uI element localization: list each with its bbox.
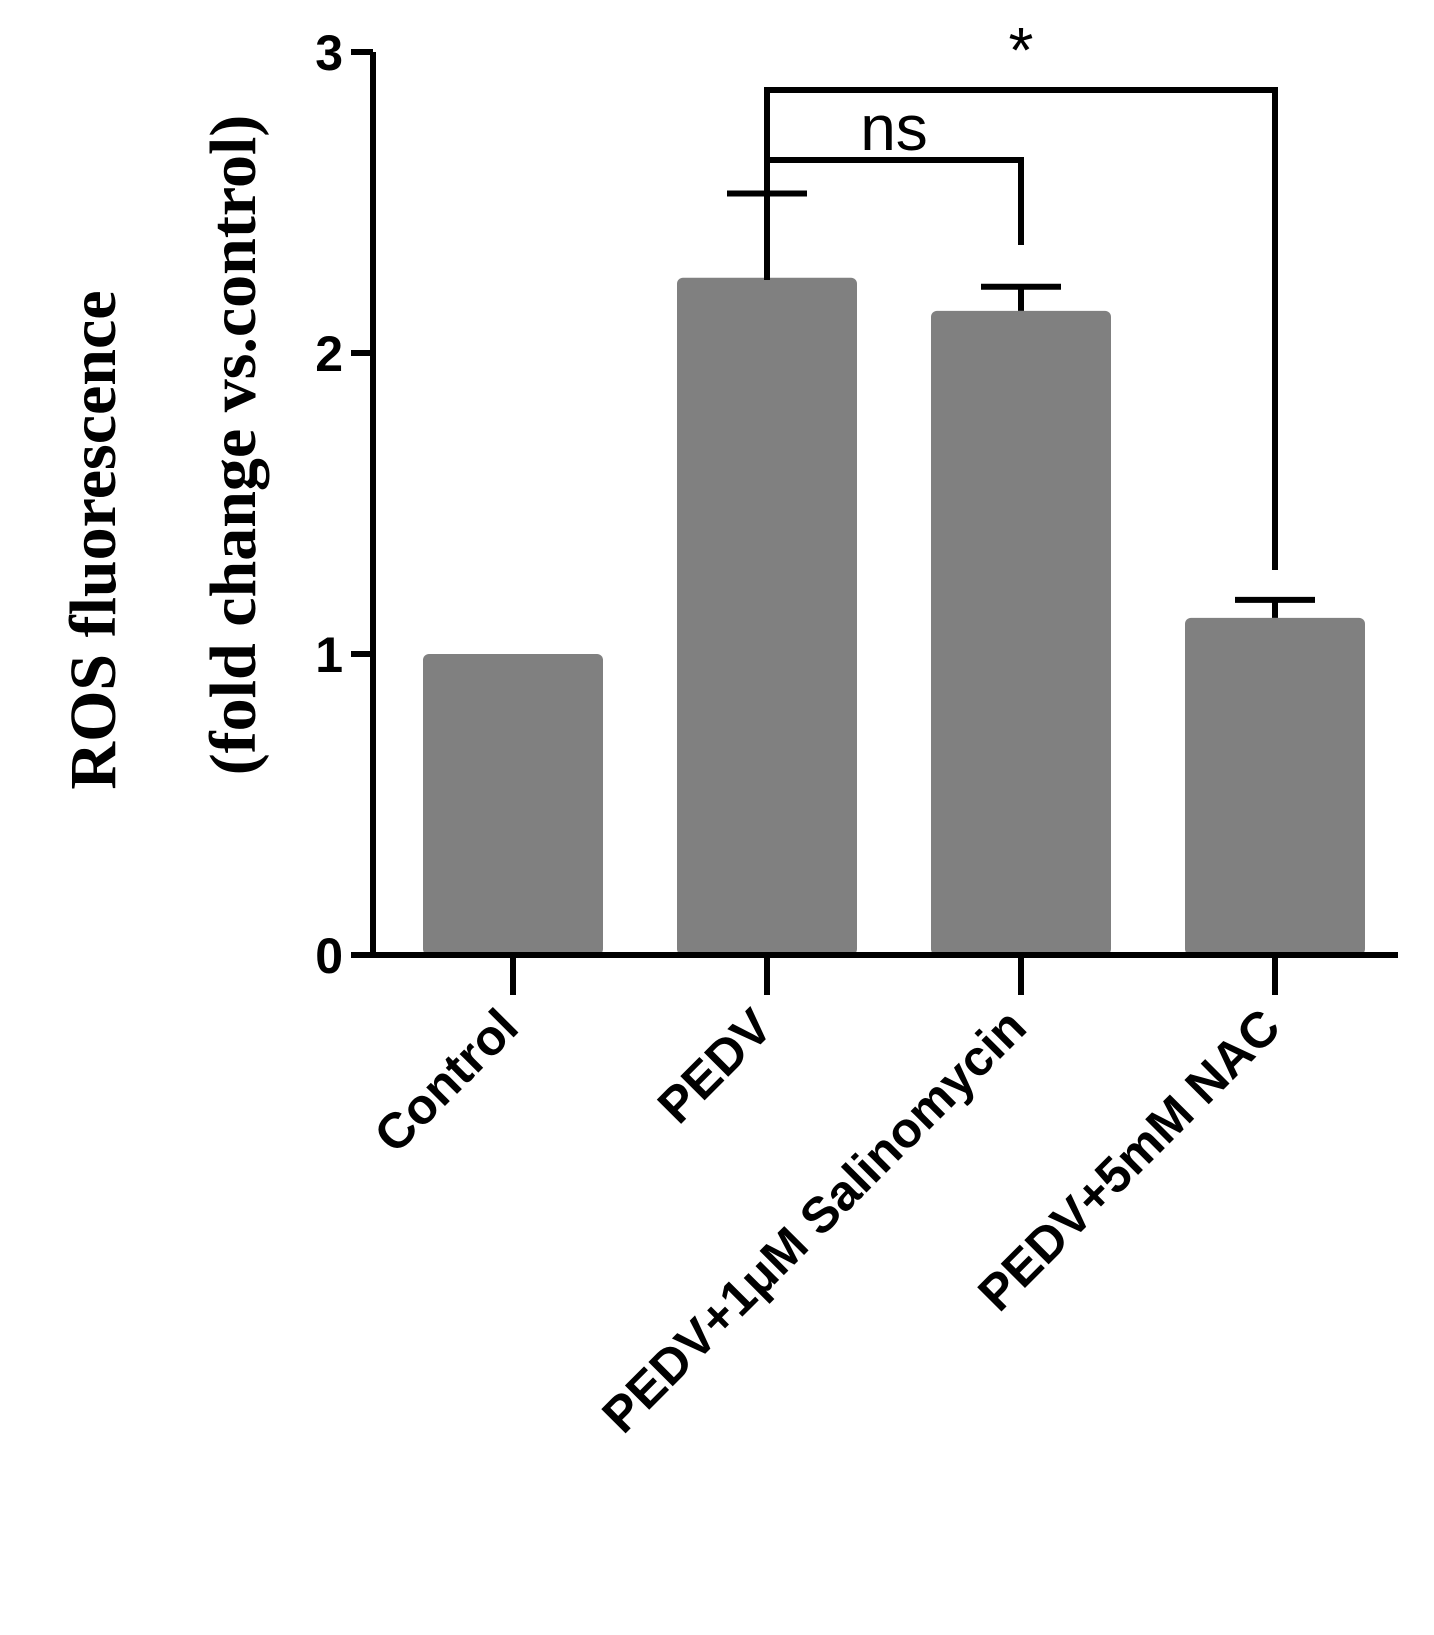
bar-control bbox=[423, 654, 603, 955]
bar-pedv bbox=[677, 277, 857, 955]
y-tick-label: 0 bbox=[315, 928, 343, 984]
y-ticks-layer: 0 1 2 3 bbox=[315, 25, 373, 984]
x-tick-label-pedv: PEDV bbox=[647, 998, 783, 1134]
bar-pedv-5mm-nac bbox=[1185, 617, 1365, 955]
significance-brackets-layer: ns * bbox=[764, 14, 1278, 570]
significance-bracket-2 bbox=[764, 87, 1278, 570]
bars-layer bbox=[423, 277, 1365, 955]
bar-pedv-1-m-salinomycin bbox=[931, 310, 1111, 955]
x-tick-label-control: Control bbox=[364, 998, 529, 1163]
significance-label-1: ns bbox=[860, 92, 928, 164]
significance-label-2: * bbox=[1009, 14, 1034, 86]
y-tick-label: 3 bbox=[315, 25, 343, 81]
y-axis-title-line-1: ROS fluorescence bbox=[57, 290, 130, 789]
y-tick-label: 1 bbox=[315, 627, 343, 683]
axes-layer bbox=[370, 52, 1398, 958]
y-tick-label: 2 bbox=[315, 326, 343, 382]
y-axis-title: ROS fluorescence (fold change vs.control… bbox=[57, 115, 270, 790]
significance-bracket-1 bbox=[764, 157, 1024, 280]
x-tick-label-pedv-1-m-salinomycin: PEDV+1μM Salinomycin bbox=[591, 998, 1036, 1443]
y-axis-title-line-2: (fold change vs.control) bbox=[197, 115, 270, 776]
